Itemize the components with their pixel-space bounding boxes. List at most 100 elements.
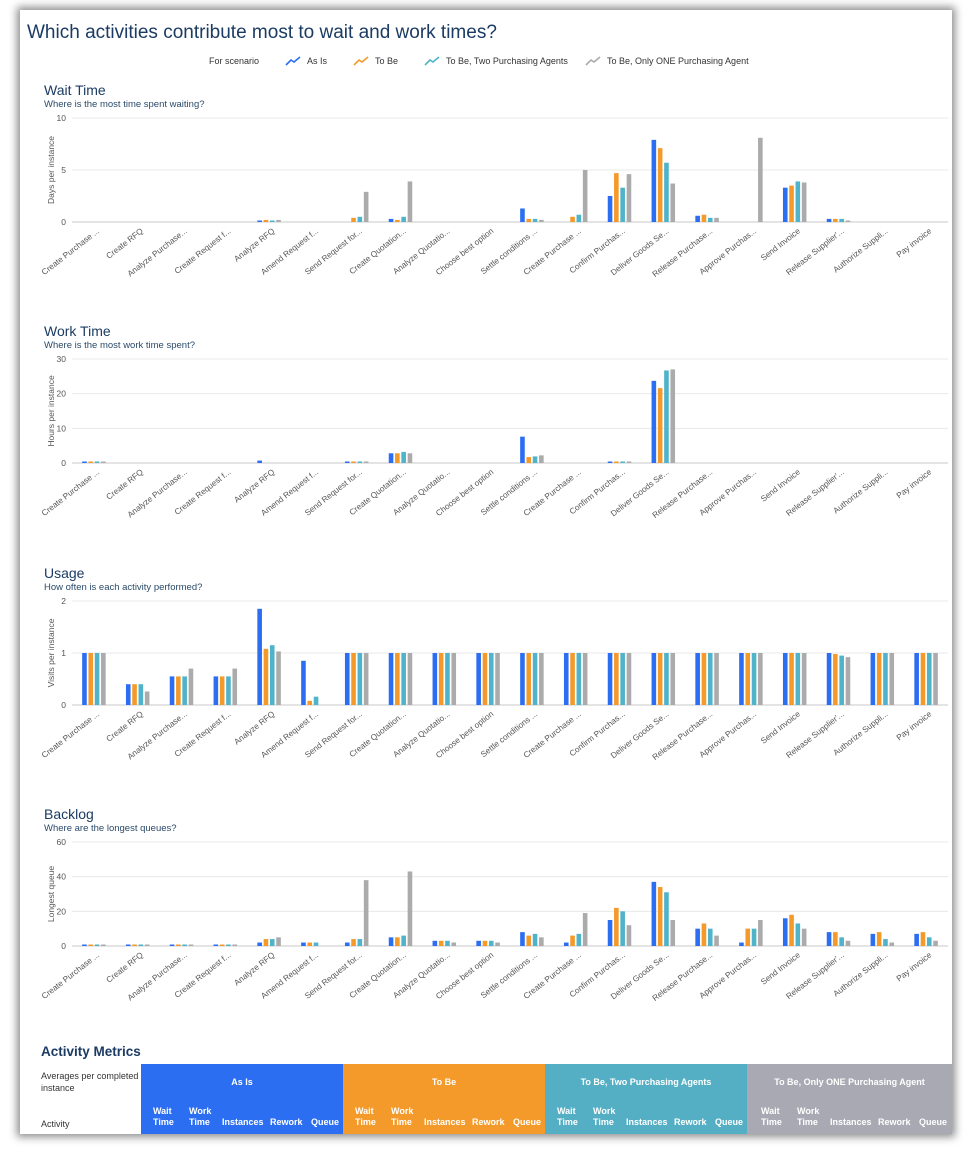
bar <box>914 933 919 946</box>
legend-item-to-be-two-agents[interactable]: To Be, Two Purchasing Agents <box>424 56 568 66</box>
activity-column-header[interactable]: Activity <box>41 1119 70 1129</box>
col-wait-time[interactable]: Wait Time <box>153 1106 174 1127</box>
bar <box>651 139 657 222</box>
col-instances[interactable]: Instances <box>222 1117 264 1127</box>
bar <box>82 944 87 946</box>
bar <box>307 700 313 705</box>
bar <box>801 928 807 946</box>
x-tick-label: Pay invoice <box>895 467 934 500</box>
bar <box>782 653 788 705</box>
bar <box>614 653 619 705</box>
col-rework[interactable]: Rework <box>270 1117 303 1127</box>
bar <box>714 935 719 946</box>
bar <box>801 653 807 705</box>
x-tick-label: Analyze RFQ <box>232 709 276 746</box>
bar <box>845 657 851 705</box>
col-instances[interactable]: Instances <box>626 1117 668 1127</box>
bar <box>357 216 363 222</box>
col-instances[interactable]: Instances <box>830 1117 872 1127</box>
bar <box>570 935 575 946</box>
col-work-time[interactable]: Work Time <box>391 1106 414 1127</box>
bar <box>232 944 238 946</box>
line-trend-icon <box>353 56 369 66</box>
bar <box>889 653 895 705</box>
bar <box>933 940 938 946</box>
bar <box>476 940 481 946</box>
bar <box>438 653 444 705</box>
legend-item-to-be[interactable]: To Be <box>353 56 398 66</box>
bar <box>539 653 544 705</box>
col-wait-time[interactable]: Wait Time <box>761 1106 782 1127</box>
bar <box>138 944 144 946</box>
col-work-time[interactable]: Work Time <box>593 1106 616 1127</box>
panel-title: Backlog <box>44 806 94 822</box>
bar <box>301 942 306 946</box>
panel-title: Wait Time <box>44 82 106 98</box>
bar <box>388 653 394 705</box>
col-work-time[interactable]: Work Time <box>797 1106 820 1127</box>
y-tick-label: 10 <box>57 113 67 123</box>
legend-item-label: To Be, Two Purchasing Agents <box>446 56 568 66</box>
bar <box>626 653 632 705</box>
bar <box>445 940 450 946</box>
col-wait-time[interactable]: Wait Time <box>355 1106 376 1127</box>
bar <box>357 461 363 463</box>
col-rework[interactable]: Rework <box>472 1117 505 1127</box>
bar <box>351 939 356 946</box>
bar <box>670 653 676 705</box>
bar <box>651 380 657 463</box>
bar <box>539 937 544 946</box>
x-tick-label: Send Invoice <box>759 226 802 263</box>
panel-title: Usage <box>44 565 85 581</box>
bar <box>395 653 400 705</box>
bar <box>445 653 450 705</box>
col-queue[interactable]: Queue <box>513 1117 542 1127</box>
col-rework[interactable]: Rework <box>674 1117 707 1127</box>
bar <box>351 217 356 222</box>
y-tick-label: 1 <box>61 648 66 658</box>
bar <box>520 436 525 463</box>
y-tick-label: 0 <box>61 700 66 710</box>
bar <box>357 653 363 705</box>
subheader-as-is: Wait Time Work Time Instances Rework Que… <box>141 1100 343 1134</box>
bar <box>388 218 394 222</box>
col-work-time[interactable]: Work Time <box>189 1106 212 1127</box>
col-instances[interactable]: Instances <box>424 1117 466 1127</box>
bar <box>407 871 413 946</box>
col-queue[interactable]: Queue <box>311 1117 340 1127</box>
bar <box>839 655 844 705</box>
x-tick-label: Pay invoice <box>895 709 934 742</box>
bar <box>795 653 801 705</box>
legend-item-as-is[interactable]: As Is <box>285 56 327 66</box>
bar <box>670 920 676 946</box>
bar <box>833 932 838 946</box>
bar <box>926 653 932 705</box>
bar <box>176 944 181 946</box>
bar <box>269 645 275 705</box>
col-queue[interactable]: Queue <box>919 1117 948 1127</box>
col-wait-time[interactable]: Wait Time <box>557 1106 578 1127</box>
line-trend-icon <box>285 56 301 66</box>
bar <box>620 653 625 705</box>
bar <box>125 684 131 705</box>
bar <box>670 369 676 463</box>
bar <box>357 939 363 946</box>
bar <box>563 653 569 705</box>
x-tick-label: Analyze RFQ <box>232 467 276 504</box>
legend-item-to-be-one-agent[interactable]: To Be, Only ONE Purchasing Agent <box>585 56 749 66</box>
bar <box>839 937 844 946</box>
bar <box>257 220 262 222</box>
y-tick-label: 30 <box>57 354 67 364</box>
x-tick-label: Pay invoice <box>895 950 934 983</box>
col-rework[interactable]: Rework <box>878 1117 911 1127</box>
bar <box>407 181 413 222</box>
bar <box>883 939 888 946</box>
bar <box>188 668 194 705</box>
bar <box>889 942 895 946</box>
bar <box>301 660 306 705</box>
col-queue[interactable]: Queue <box>715 1117 744 1127</box>
bar <box>82 461 87 463</box>
bar <box>576 653 582 705</box>
bar <box>395 453 400 463</box>
bar <box>833 218 838 222</box>
